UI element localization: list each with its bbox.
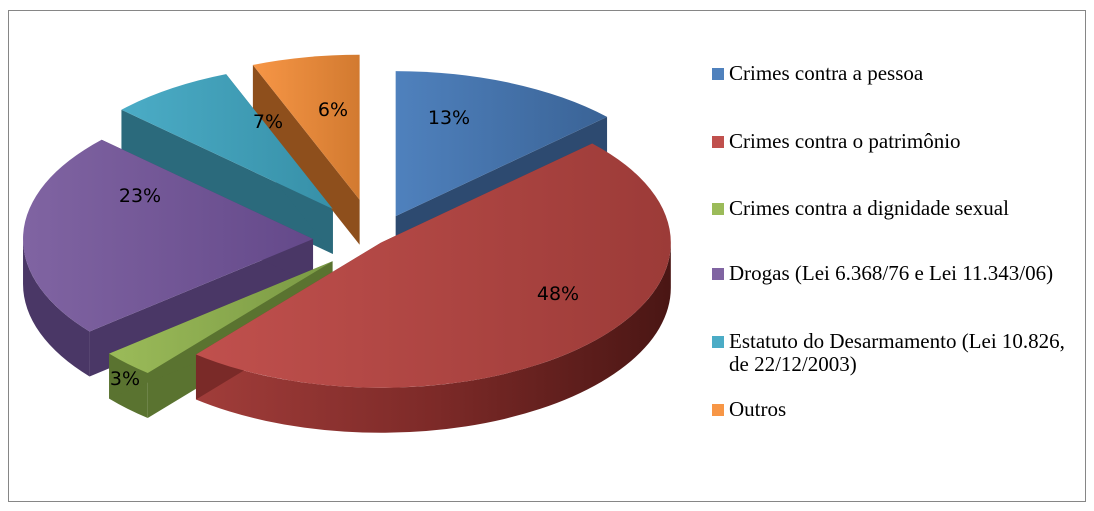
pie-data-label: 48% [537,283,579,305]
pie-data-label: 6% [318,99,348,121]
pie-slice-radial-wall [109,261,333,399]
pie-slice-outer-wall [195,242,671,433]
pie-slice-4 [23,139,314,332]
pie-data-label: 13% [428,107,470,129]
pie-slice-side [252,64,360,245]
pie-slice-5 [121,74,333,209]
pie-slice-6 [252,54,360,200]
pie-slice-3 [109,261,333,373]
legend-label: Outros [729,397,787,421]
pie-data-label: 7% [253,111,283,133]
legend-swatch [712,203,724,215]
legend-label: Crimes contra a dignidade sexual [729,196,1009,220]
legend-swatch [712,268,724,280]
pie-slice-outer-wall [23,239,90,377]
pie-slice-radial-wall [252,64,360,245]
legend-swatch [712,68,724,80]
pie-data-label: 3% [110,368,140,390]
legend-label: Drogas (Lei 6.368/76 e Lei 11.343/06) [729,261,1054,285]
pie-slice-2 [195,143,671,388]
legend-swatch [712,336,724,348]
legend-label: Estatuto do Desarmamento (Lei 10.826, de… [729,329,1065,376]
legend-label: Crimes contra a pessoa [729,61,924,85]
pie-data-label: 23% [119,185,161,207]
pie-slice-1 [395,71,608,217]
legend-swatch [712,404,724,416]
pie-slice-radial-wall [121,109,333,254]
legend-swatch [712,136,724,148]
legend-label: Crimes contra o patrimônio [729,129,961,153]
